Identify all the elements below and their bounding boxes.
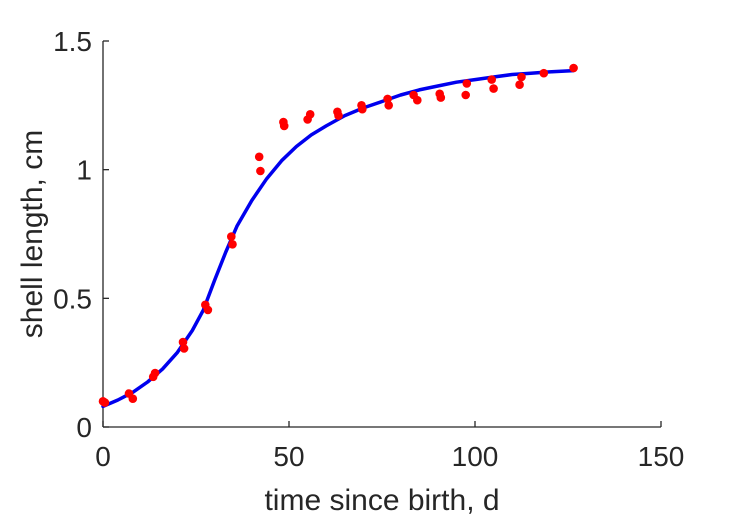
data-point <box>279 121 289 131</box>
data-points <box>98 63 578 407</box>
y-ticks: 0 0.5 1 1.5 <box>53 26 109 443</box>
data-point <box>100 398 110 407</box>
data-point <box>413 95 422 105</box>
data-point <box>305 110 315 119</box>
data-point <box>489 84 498 93</box>
y-tick-label: 0.5 <box>53 283 92 314</box>
y-axis-title: shell length, cm <box>16 130 49 338</box>
data-point <box>569 63 578 73</box>
data-point <box>461 90 471 100</box>
axes <box>102 41 661 428</box>
data-point <box>150 368 160 378</box>
y-tick-label: 1 <box>76 155 92 186</box>
x-ticks: 0 50 100 150 <box>95 421 684 472</box>
x-axis-title: time since birth, d <box>264 484 499 517</box>
x-tick-label: 100 <box>452 441 499 472</box>
data-point <box>358 104 367 114</box>
data-point <box>487 75 497 84</box>
data-point <box>384 101 394 110</box>
x-tick-label: 0 <box>95 441 111 472</box>
data-point <box>228 240 237 249</box>
data-point <box>383 94 392 104</box>
data-point <box>462 79 472 88</box>
data-point <box>256 166 265 176</box>
y-tick-label: 0 <box>76 412 92 443</box>
data-point <box>515 80 524 89</box>
y-tick-label: 1.5 <box>53 26 92 57</box>
data-point <box>179 344 189 353</box>
data-point <box>203 305 213 315</box>
data-point <box>254 152 264 162</box>
fit-curve-line <box>101 68 576 409</box>
data-point <box>178 337 188 347</box>
data-point <box>517 72 526 82</box>
data-point <box>436 93 446 102</box>
data-point <box>128 394 138 404</box>
x-tick-label: 150 <box>638 441 685 472</box>
x-tick-label: 50 <box>273 441 304 472</box>
data-point <box>539 68 549 78</box>
data-point <box>227 232 236 241</box>
data-point <box>334 111 343 120</box>
